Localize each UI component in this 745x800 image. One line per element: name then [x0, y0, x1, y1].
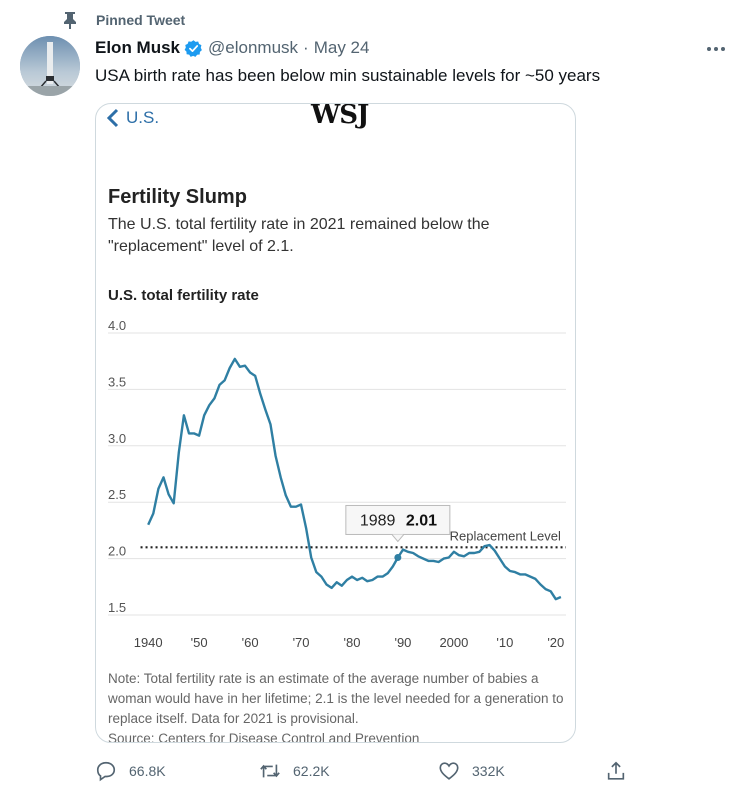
heart-icon	[439, 762, 459, 780]
tooltip-year: 1989	[360, 512, 396, 529]
retweet-icon	[260, 764, 280, 778]
x-tick-label: '20	[547, 635, 564, 650]
x-tick-label: 2000	[439, 635, 468, 650]
tooltip-value: 2.01	[406, 512, 437, 529]
y-tick-label: 3.5	[108, 374, 126, 389]
y-tick-label: 1.5	[108, 600, 126, 615]
tweet-header: Elon Musk @elonmusk · May 24	[95, 38, 369, 58]
retweet-count: 62.2K	[293, 763, 330, 779]
verified-badge-icon	[184, 39, 202, 57]
tweet-actions: 66.8K 62.2K 332K	[95, 760, 635, 786]
retweet-button[interactable]: 62.2K	[259, 760, 330, 782]
header-separator: ·	[303, 38, 309, 57]
chart-note: Note: Total fertility rate is an estimat…	[108, 669, 568, 743]
x-tick-label: '90	[394, 635, 411, 650]
chart-note-text: Note: Total fertility rate is an estimat…	[108, 671, 564, 726]
chart-title: Fertility Slump	[108, 186, 247, 208]
wsj-back-label: U.S.	[126, 108, 160, 127]
author-name[interactable]: Elon Musk	[95, 38, 181, 57]
tweet-date[interactable]: May 24	[313, 38, 370, 57]
x-tick-label: '10	[496, 635, 513, 650]
like-button[interactable]: 332K	[438, 760, 505, 782]
x-tick-label: '70	[293, 635, 310, 650]
tweet-text: USA birth rate has been below min sustai…	[95, 66, 601, 85]
avatar[interactable]	[20, 36, 80, 96]
wsj-back-link: U.S.	[106, 108, 159, 128]
y-tick-label: 4.0	[108, 318, 126, 333]
x-tick-label: '50	[191, 635, 208, 650]
chart-subtitle: The U.S. total fertility rate in 2021 re…	[108, 216, 490, 255]
more-options-icon[interactable]	[703, 40, 729, 58]
wsj-logo: WSJ	[311, 103, 369, 130]
pinned-label: Pinned Tweet	[96, 12, 186, 28]
y-tick-label: 2.5	[108, 487, 126, 502]
like-count: 332K	[472, 763, 505, 779]
y-tick-label: 3.0	[108, 431, 126, 446]
pin-icon	[64, 12, 76, 29]
y-tick-label: 2.0	[108, 544, 126, 559]
reply-button[interactable]: 66.8K	[95, 760, 166, 782]
reply-icon	[96, 761, 116, 782]
chevron-left-icon	[106, 108, 119, 128]
chart-y-axis-label: U.S. total fertility rate	[108, 287, 259, 304]
avatar-image	[20, 36, 80, 96]
x-tick-label: '80	[344, 635, 361, 650]
series-line	[147, 357, 562, 601]
x-tick-label: '60	[242, 635, 259, 650]
reply-count: 66.8K	[129, 763, 166, 779]
tooltip-pointer	[391, 534, 405, 543]
tooltip-point	[394, 553, 402, 561]
chart-source: Source: Centers for Disease Control and …	[108, 731, 420, 743]
share-icon	[607, 761, 625, 780]
author-handle[interactable]: @elonmusk	[208, 38, 299, 57]
tweet-media-card[interactable]: U.S. WSJ Fertility Slump The U.S. total …	[95, 103, 576, 743]
pinned-indicator: Pinned Tweet	[62, 11, 185, 29]
fertility-line-chart: 1.5 2.0 2.5 3.0 3.5 4.0 1940 '50 '60 '70 '80 '90 200…	[108, 318, 566, 650]
replacement-level-label: Replacement Level	[450, 528, 561, 543]
share-button[interactable]	[605, 760, 627, 782]
x-tick-label: 1940	[134, 635, 163, 650]
